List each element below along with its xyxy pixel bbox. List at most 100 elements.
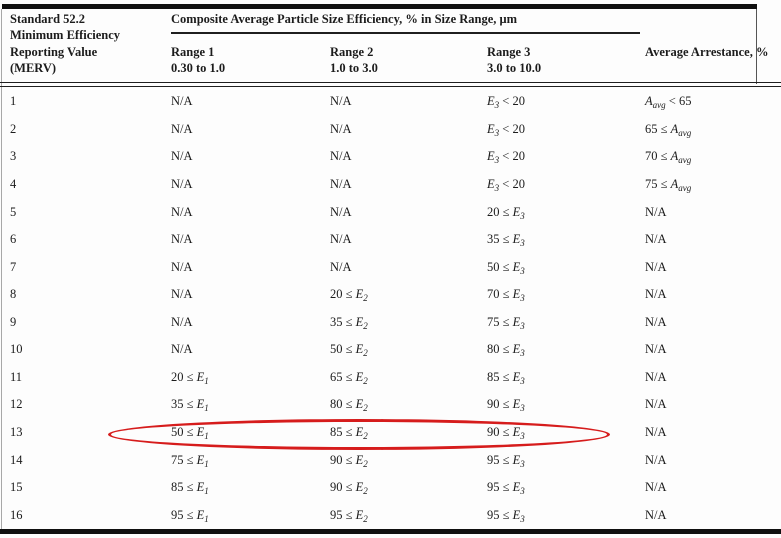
table-row: 2 N/A N/A E3 < 20 65 ≤ Aavg [0, 116, 781, 144]
composite-efficiency-header: Composite Average Particle Size Efficien… [171, 12, 518, 26]
cell-merv: 9 [10, 314, 17, 329]
cell-range3: 75 ≤ E3 [487, 314, 525, 331]
cell-range2: 35 ≤ E2 [330, 314, 368, 331]
cell-range3: 90 ≤ E3 [487, 425, 525, 442]
cell-merv: 16 [10, 507, 23, 522]
cell-range3: E3 < 20 [487, 94, 525, 111]
cell-arrestance: 75 ≤ Aavg [645, 176, 692, 193]
table-row: 12 35 ≤ E1 80 ≤ E2 90 ≤ E3 N/A [0, 391, 781, 419]
table-top-border [2, 4, 757, 9]
cell-arrestance: N/A [645, 259, 667, 274]
table-bottom-border [0, 529, 781, 534]
table-body: 1 N/A N/A E3 < 20 Aavg < 65 2 N/A N/A E3 < 20 65 … [0, 88, 781, 529]
cell-arrestance: N/A [645, 342, 667, 357]
cell-range3: 80 ≤ E3 [487, 342, 525, 359]
cell-range1: 50 ≤ E1 [171, 425, 209, 442]
cell-arrestance: N/A [645, 204, 667, 219]
table-row: 9 N/A 35 ≤ E2 75 ≤ E3 N/A [0, 309, 781, 337]
cell-range2: 90 ≤ E2 [330, 452, 368, 469]
table-row: 14 75 ≤ E1 90 ≤ E2 95 ≤ E3 N/A [0, 446, 781, 474]
cell-range2: 50 ≤ E2 [330, 342, 368, 359]
table-row: 7 N/A N/A 50 ≤ E3 N/A [0, 253, 781, 281]
cell-arrestance: 70 ≤ Aavg [645, 149, 692, 166]
cell-arrestance: N/A [645, 452, 667, 467]
range1-column-header: Range 1 0.30 to 1.0 [171, 44, 225, 77]
cell-range3: 70 ≤ E3 [487, 287, 525, 304]
cell-range2: N/A [330, 259, 352, 274]
cell-range2: N/A [330, 121, 352, 136]
table-row: 10 N/A 50 ≤ E2 80 ≤ E3 N/A [0, 336, 781, 364]
cell-range2: N/A [330, 149, 352, 164]
range3-column-header: Range 3 3.0 to 10.0 [487, 44, 541, 77]
cell-merv: 11 [10, 369, 23, 384]
cell-range3: 50 ≤ E3 [487, 259, 525, 276]
cell-range2: 65 ≤ E2 [330, 369, 368, 386]
cell-range2: 90 ≤ E2 [330, 480, 368, 497]
range3-name: Range 3 [487, 45, 531, 59]
table-row: 3 N/A N/A E3 < 20 70 ≤ Aavg [0, 143, 781, 171]
cell-range2: N/A [330, 94, 352, 109]
cell-merv: 15 [10, 480, 23, 495]
cell-range1: 20 ≤ E1 [171, 369, 209, 386]
table-left-border [1, 9, 2, 529]
cell-range3: 95 ≤ E3 [487, 452, 525, 469]
table-row: 15 85 ≤ E1 90 ≤ E2 95 ≤ E3 N/A [0, 474, 781, 502]
cell-range1: N/A [171, 176, 193, 191]
cell-merv: 14 [10, 452, 23, 467]
cell-range1: N/A [171, 287, 193, 302]
cell-arrestance: N/A [645, 369, 667, 384]
cell-arrestance: Aavg < 65 [645, 94, 692, 111]
cell-range3: 20 ≤ E3 [487, 204, 525, 221]
cell-range1: N/A [171, 342, 193, 357]
cell-merv: 5 [10, 204, 17, 219]
range1-name: Range 1 [171, 45, 215, 59]
cell-merv: 1 [10, 94, 17, 109]
cell-range1: N/A [171, 149, 193, 164]
range1-span: 0.30 to 1.0 [171, 61, 226, 76]
table-row: 1 N/A N/A E3 < 20 Aavg < 65 [0, 88, 781, 116]
cell-range1: N/A [171, 232, 193, 247]
cell-merv: 12 [10, 397, 23, 412]
cell-arrestance: N/A [645, 314, 667, 329]
cell-range1: 95 ≤ E1 [171, 507, 209, 524]
cell-range2: 95 ≤ E2 [330, 507, 368, 524]
table-row: 8 N/A 20 ≤ E2 70 ≤ E3 N/A [0, 281, 781, 309]
cell-range1: 75 ≤ E1 [171, 452, 209, 469]
table-row: 13 50 ≤ E1 85 ≤ E2 90 ≤ E3 N/A [0, 419, 781, 447]
cell-merv: 3 [10, 149, 17, 164]
cell-range1: 35 ≤ E1 [171, 397, 209, 414]
cell-range2: 85 ≤ E2 [330, 425, 368, 442]
cell-range2: 20 ≤ E2 [330, 287, 368, 304]
cell-range2: N/A [330, 232, 352, 247]
cell-range2: N/A [330, 204, 352, 219]
table-row: 5 N/A N/A 20 ≤ E3 N/A [0, 198, 781, 226]
cell-arrestance: N/A [645, 287, 667, 302]
cell-range3: 35 ≤ E3 [487, 232, 525, 249]
cell-merv: 4 [10, 176, 17, 191]
cell-range3: E3 < 20 [487, 121, 525, 138]
cell-arrestance: N/A [645, 232, 667, 247]
cell-range3: 95 ≤ E3 [487, 507, 525, 524]
cell-range1: N/A [171, 204, 193, 219]
cell-range1: N/A [171, 121, 193, 136]
cell-range1: N/A [171, 259, 193, 274]
cell-range1: N/A [171, 314, 193, 329]
cell-range3: 85 ≤ E3 [487, 369, 525, 386]
cell-arrestance: N/A [645, 480, 667, 495]
table-row: 16 95 ≤ E1 95 ≤ E2 95 ≤ E3 N/A [0, 501, 781, 529]
cell-merv: 6 [10, 232, 17, 247]
table-row: 11 20 ≤ E1 65 ≤ E2 85 ≤ E3 N/A [0, 364, 781, 392]
cell-merv: 8 [10, 287, 17, 302]
cell-range3: 95 ≤ E3 [487, 480, 525, 497]
cell-merv: 2 [10, 121, 17, 136]
cell-arrestance: 65 ≤ Aavg [645, 121, 692, 138]
cell-arrestance: N/A [645, 507, 667, 522]
cell-merv: 7 [10, 259, 17, 274]
cell-range3: 90 ≤ E3 [487, 397, 525, 414]
header-separator-double-rule [0, 82, 781, 87]
range3-span: 3.0 to 10.0 [487, 61, 542, 76]
range2-span: 1.0 to 3.0 [330, 61, 378, 76]
cell-range2: 80 ≤ E2 [330, 397, 368, 414]
range2-column-header: Range 2 1.0 to 3.0 [330, 44, 378, 77]
